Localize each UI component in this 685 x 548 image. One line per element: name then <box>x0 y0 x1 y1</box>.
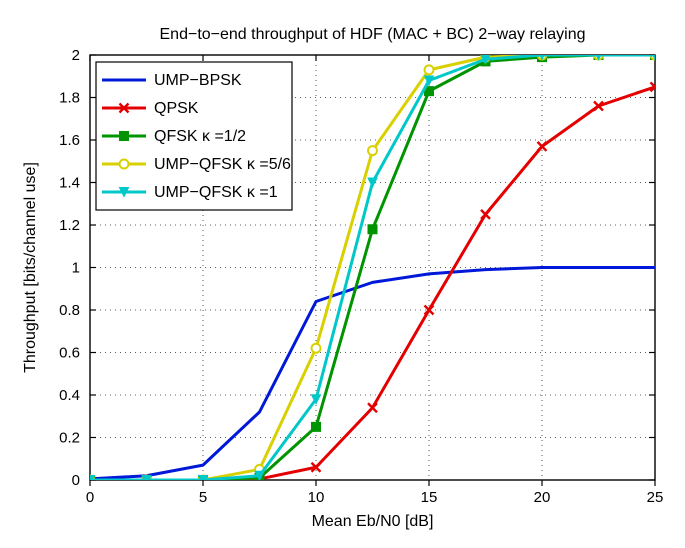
chart-svg: 0 5 10 15 20 25 0 0.2 0.4 0.6 0.8 1 1.2 1.4 1.6 1.8 2 Mea… <box>0 0 685 548</box>
y-tick-label: 1.6 <box>59 132 80 149</box>
chart-title: End−to−end throughput of HDF (MAC + BC) … <box>160 26 586 43</box>
x-tick-label: 15 <box>421 489 438 506</box>
x-tick-label: 5 <box>199 489 207 506</box>
legend: UMP−BPSK QPSK QFSK κ =1/2 UMP−QFSK κ =5/6 UM… <box>96 62 292 210</box>
y-tick-label: 0.2 <box>59 430 80 447</box>
y-tick-label: 1 <box>72 260 80 277</box>
y-tick-label: 0 <box>72 472 80 489</box>
x-axis-label: Mean Eb/N0 [dB] <box>312 513 434 530</box>
x-tick-label: 10 <box>308 489 325 506</box>
legend-label-0: UMP−BPSK <box>154 72 242 89</box>
x-tick-label: 0 <box>86 489 94 506</box>
legend-label-2: QFSK κ =1/2 <box>154 128 246 145</box>
y-tick-label: 1.2 <box>59 217 80 234</box>
y-tick-label: 1.4 <box>59 175 80 192</box>
legend-label-3: UMP−QFSK κ =5/6 <box>154 156 291 173</box>
y-tick-label: 0.6 <box>59 345 80 362</box>
y-tick-label: 0.8 <box>59 302 80 319</box>
legend-label-1: QPSK <box>154 100 199 117</box>
y-axis-label: Throughput [bits/channel use] <box>22 162 39 373</box>
y-tick-label: 0.4 <box>59 387 80 404</box>
y-tick-label: 1.8 <box>59 90 80 107</box>
x-tick-label: 25 <box>647 489 664 506</box>
y-tick-label: 2 <box>72 47 80 64</box>
x-tick-label: 20 <box>534 489 551 506</box>
throughput-chart: 0 5 10 15 20 25 0 0.2 0.4 0.6 0.8 1 1.2 1.4 1.6 1.8 2 Mea… <box>0 0 685 548</box>
legend-label-4: UMP−QFSK κ =1 <box>154 184 278 201</box>
